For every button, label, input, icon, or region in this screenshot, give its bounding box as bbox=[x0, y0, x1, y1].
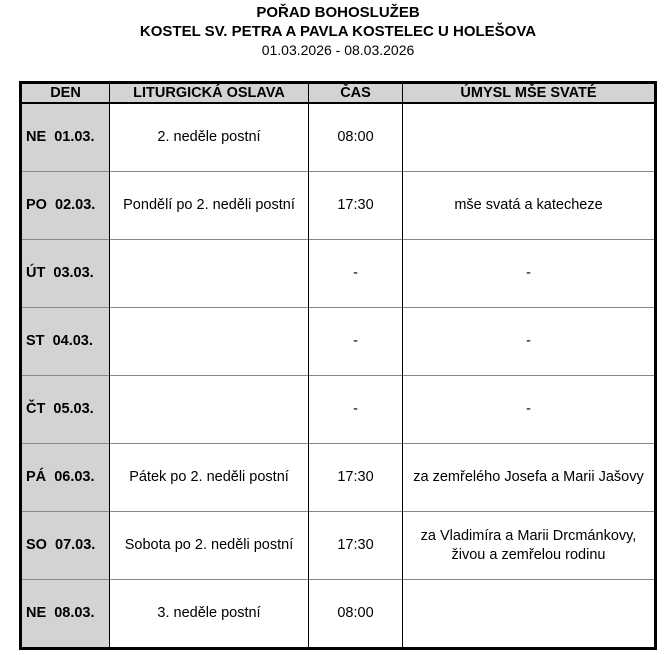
celebration-cell bbox=[109, 239, 309, 308]
celebration-cell: Pátek po 2. neděli postní bbox=[109, 443, 309, 512]
time-cell: 17:30 bbox=[308, 511, 403, 580]
church-name: KOSTEL SV. PETRA A PAVLA KOSTELEC U HOLE… bbox=[139, 23, 537, 40]
table-row: NE 08.03. 3. neděle postní 08:00 bbox=[20, 579, 656, 649]
schedule-table: DEN LITURGICKÁ OSLAVA ČAS ÚMYSL MŠE SVAT… bbox=[19, 81, 657, 650]
table-row: ČT 05.03. - - bbox=[20, 375, 656, 444]
time-cell: 17:30 bbox=[308, 443, 403, 512]
day-cell: SO 07.03. bbox=[20, 511, 110, 580]
day-cell: PO 02.03. bbox=[20, 171, 110, 240]
table-row: ÚT 03.03. - - bbox=[20, 239, 656, 308]
intention-cell: za Vladimíra a Marii Drcmánkovy, živou a… bbox=[402, 511, 656, 580]
table-row: PÁ 06.03. Pátek po 2. neděli postní 17:30 z… bbox=[20, 443, 656, 512]
table-row: NE 01.03. 2. neděle postní 08:00 bbox=[20, 102, 656, 172]
day-cell: ČT 05.03. bbox=[20, 375, 110, 444]
time-cell: - bbox=[308, 307, 403, 376]
time-cell: - bbox=[308, 239, 403, 308]
intention-cell bbox=[402, 579, 656, 649]
intention-cell: za zemřelého Josefa a Marii Jašovy bbox=[402, 443, 656, 512]
time-cell: 17:30 bbox=[308, 171, 403, 240]
celebration-cell: 3. neděle postní bbox=[109, 579, 309, 649]
table-row: PO 02.03. Pondělí po 2. neděli postní 17:3… bbox=[20, 171, 656, 240]
date-range: 01.03.2026 - 08.03.2026 bbox=[261, 42, 415, 58]
day-cell: NE 08.03. bbox=[20, 579, 110, 649]
celebration-cell: 2. neděle postní bbox=[109, 102, 309, 172]
column-header-cas: ČAS bbox=[308, 82, 403, 104]
celebration-cell bbox=[109, 375, 309, 444]
day-cell: NE 01.03. bbox=[20, 102, 110, 172]
intention-cell bbox=[402, 102, 656, 172]
table-header-row: DEN LITURGICKÁ OSLAVA ČAS ÚMYSL MŠE SVAT… bbox=[20, 82, 656, 104]
day-cell: ST 04.03. bbox=[20, 307, 110, 376]
table-row: SO 07.03. Sobota po 2. neděli postní 17:30… bbox=[20, 511, 656, 580]
celebration-cell: Pondělí po 2. neděli postní bbox=[109, 171, 309, 240]
time-cell: 08:00 bbox=[308, 102, 403, 172]
time-cell: 08:00 bbox=[308, 579, 403, 649]
intention-cell: - bbox=[402, 375, 656, 444]
document-title: POŘAD BOHOSLUŽEB bbox=[256, 4, 420, 21]
intention-cell: - bbox=[402, 307, 656, 376]
intention-cell: - bbox=[402, 239, 656, 308]
column-header-oslava: LITURGICKÁ OSLAVA bbox=[109, 82, 309, 104]
celebration-cell: Sobota po 2. neděli postní bbox=[109, 511, 309, 580]
table-row: ST 04.03. - - bbox=[20, 307, 656, 376]
document-header: POŘAD BOHOSLUŽEB KOSTEL SV. PETRA A PAVL… bbox=[0, 3, 671, 60]
intention-cell: mše svatá a katecheze bbox=[402, 171, 656, 240]
day-cell: ÚT 03.03. bbox=[20, 239, 110, 308]
day-cell: PÁ 06.03. bbox=[20, 443, 110, 512]
time-cell: - bbox=[308, 375, 403, 444]
celebration-cell bbox=[109, 307, 309, 376]
column-header-umysl: ÚMYSL MŠE SVATÉ bbox=[402, 82, 656, 104]
column-header-den: DEN bbox=[20, 82, 110, 104]
